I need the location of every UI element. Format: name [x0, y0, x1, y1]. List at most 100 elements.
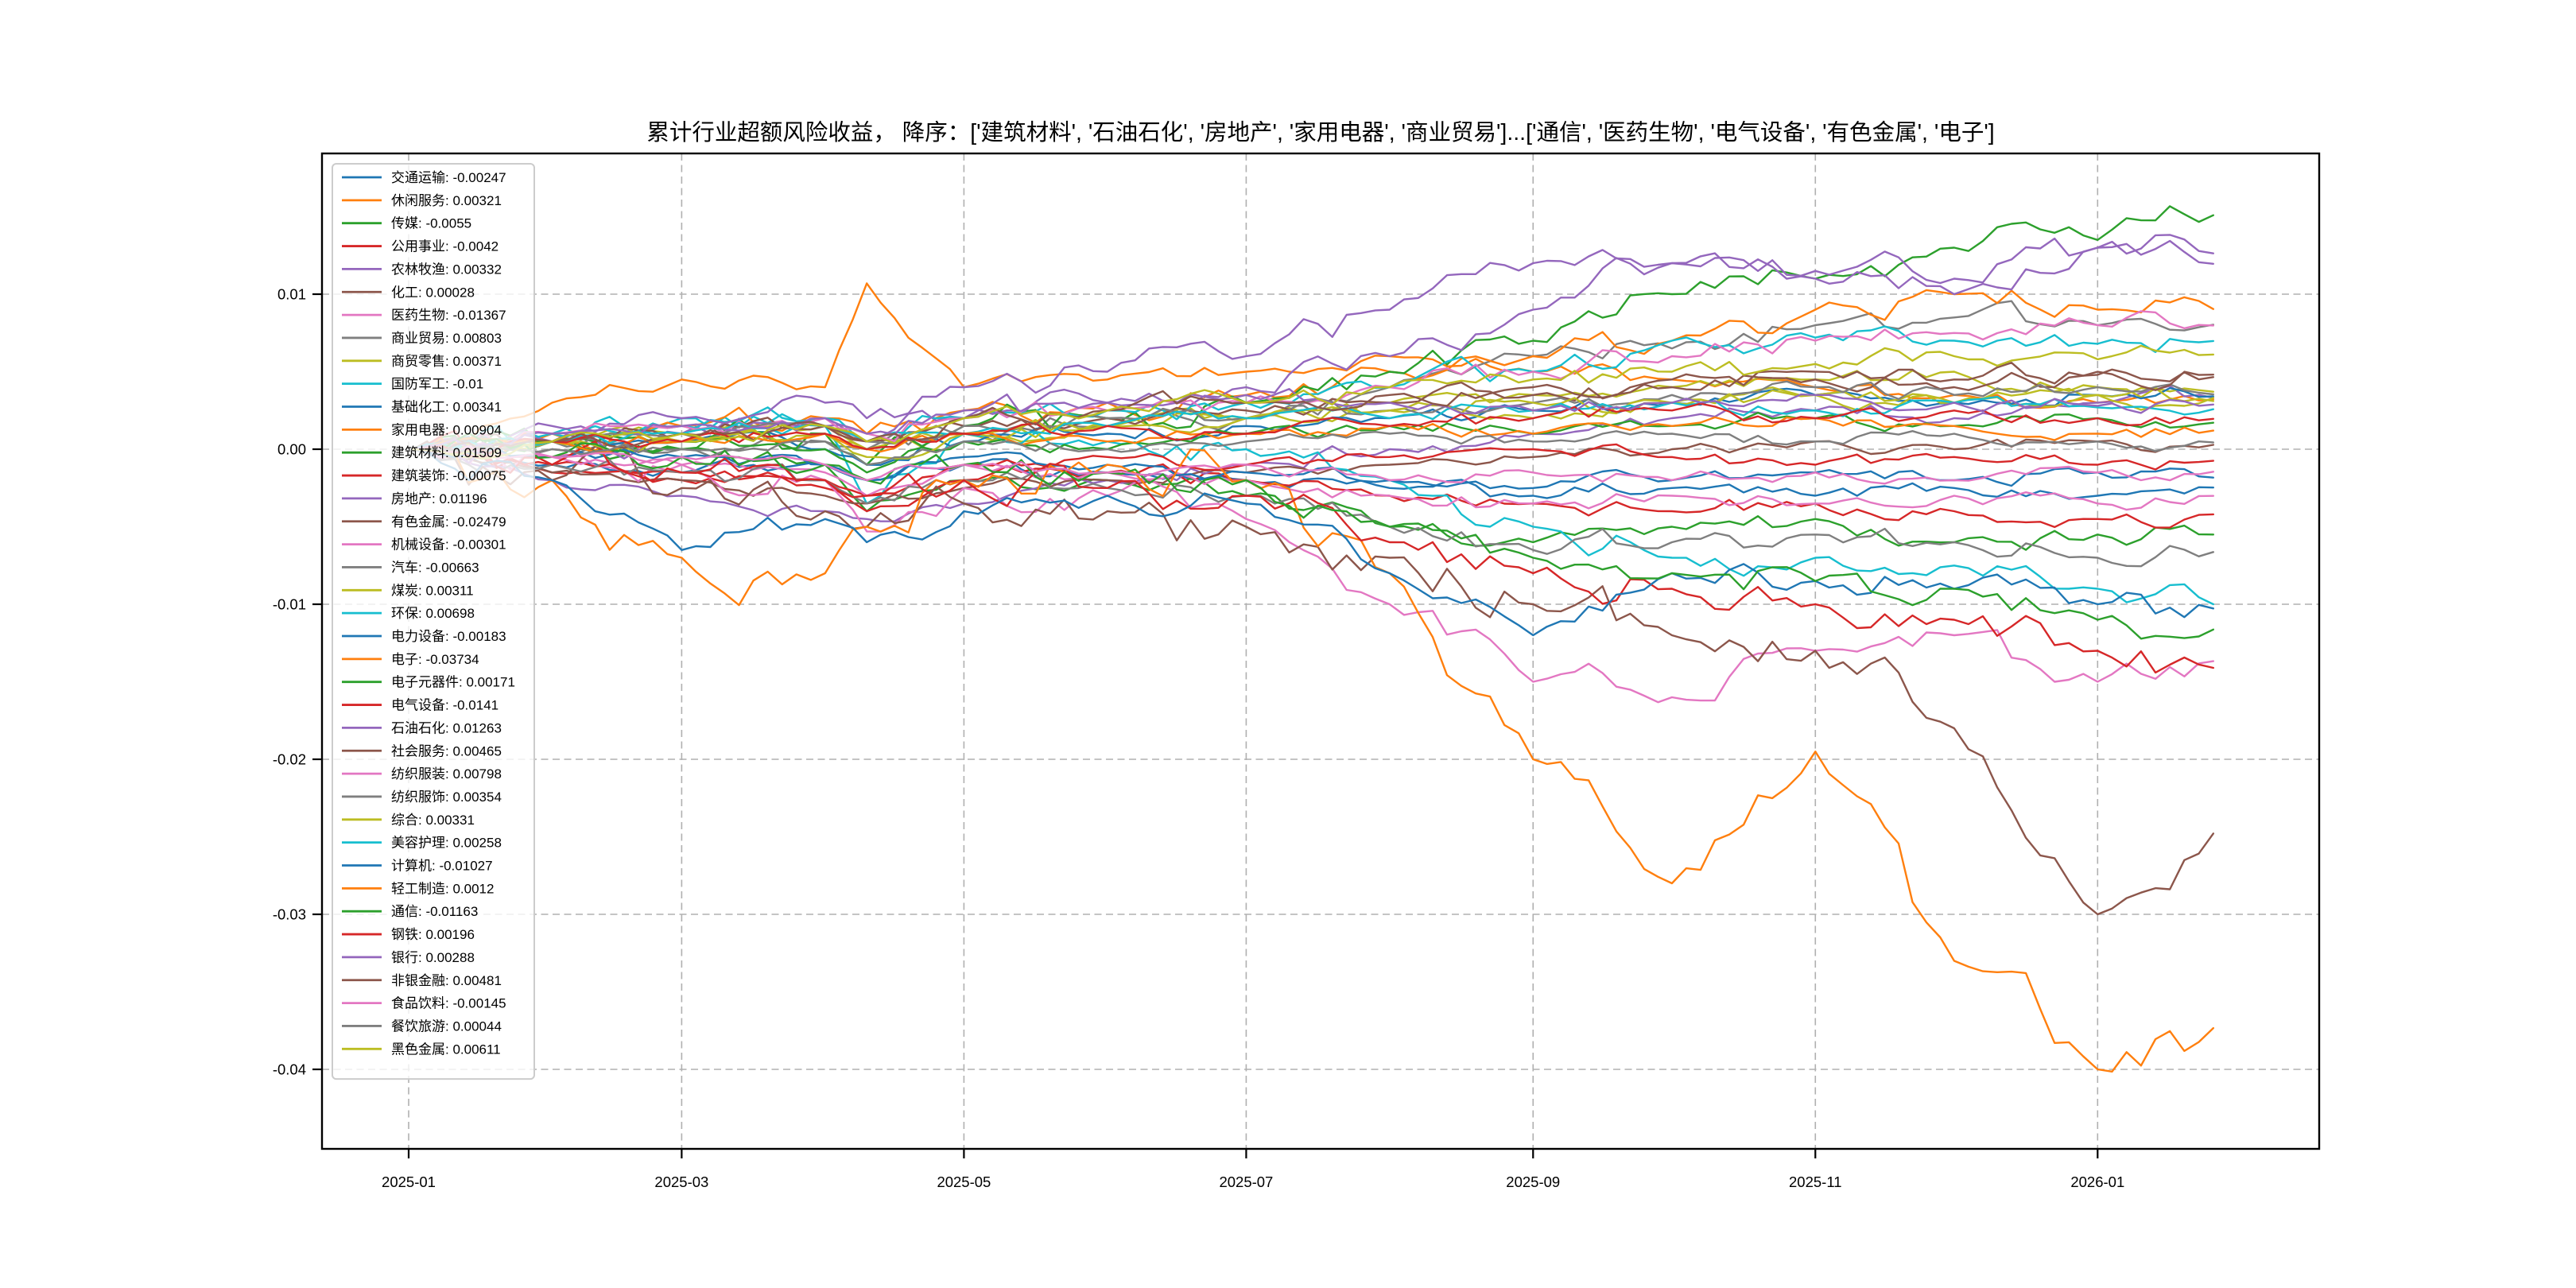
- legend-item: 纺织服饰: 0.00354: [342, 789, 502, 805]
- legend-item: 家用电器: 0.00904: [342, 422, 502, 437]
- series-line-33: [412, 402, 2215, 460]
- legend-item: 电力设备: -0.00183: [342, 629, 506, 644]
- y-tick-label: -0.04: [273, 1061, 306, 1078]
- legend-item-label: 传媒: -0.0055: [391, 216, 471, 231]
- legend-item: 通信: -0.01163: [342, 904, 478, 919]
- legend-item-label: 医药生物: -0.01367: [391, 308, 506, 323]
- legend-item: 基础化工: 0.00341: [342, 400, 502, 415]
- series-line-25: [412, 368, 2215, 451]
- legend-item-label: 国防军工: -0.01: [391, 377, 483, 392]
- axis-labels: 2025-01 2025-03 2025-05 2025-07 2025-09 2025-…: [273, 286, 2124, 1191]
- legend-item: 医药生物: -0.01367: [342, 308, 506, 323]
- legend-item-label: 商业贸易: 0.00803: [391, 331, 502, 346]
- y-tick-label: -0.01: [273, 596, 306, 613]
- legend-item: 国防军工: -0.01: [342, 377, 483, 392]
- legend-item: 石油石化: 0.01263: [342, 720, 502, 735]
- x-tick-label: 2025-07: [1219, 1174, 1273, 1190]
- legend-item-label: 建筑装饰: -0.00075: [391, 468, 506, 483]
- chart-title: 累计行业超额风险收益， 降序：['建筑材料', '石油石化', '房地产', '…: [646, 120, 1994, 145]
- series-line-24: [412, 234, 2215, 464]
- legend-item-label: 钢铁: 0.00196: [391, 927, 475, 942]
- series-line-28: [412, 389, 2215, 460]
- legend-item: 电气设备: -0.0141: [342, 698, 499, 713]
- series-line-2: [412, 440, 2215, 551]
- legend-item: 建筑装饰: -0.00075: [342, 468, 506, 483]
- series-lines: [412, 205, 2215, 1073]
- series-line-35: [412, 362, 2215, 455]
- legend-item-label: 基础化工: 0.00341: [391, 400, 502, 415]
- legend-item: 汽车: -0.00663: [342, 560, 479, 575]
- legend-item-label: 汽车: -0.00663: [391, 560, 479, 575]
- y-tick-label: 0.00: [277, 441, 306, 458]
- series-line-38: [412, 344, 2215, 460]
- series-line-15: [412, 440, 2215, 916]
- x-tick-label: 2025-03: [654, 1174, 708, 1190]
- legend-item-label: 电子: -0.03734: [391, 652, 479, 667]
- legend-item: 商贸零售: 0.00371: [342, 354, 502, 369]
- legend-box: [332, 163, 535, 1080]
- legend-item-label: 商贸零售: 0.00371: [391, 354, 502, 369]
- legend-item-label: 房地产: 0.01196: [391, 491, 487, 506]
- legend-item-label: 餐饮旅游: 0.00044: [391, 1018, 502, 1034]
- legend-item-label: 计算机: -0.01027: [391, 859, 493, 874]
- legend-item-label: 家用电器: 0.00904: [391, 422, 502, 437]
- gridlines: [322, 153, 2319, 1149]
- legend-item: 传媒: -0.0055: [342, 216, 471, 231]
- legend-item: 轻工制造: 0.0012: [342, 881, 494, 896]
- x-tick-label: 2026-01: [2070, 1174, 2124, 1190]
- legend-item: 电子: -0.03734: [342, 652, 479, 667]
- legend-item: 煤炭: 0.00311: [342, 583, 474, 598]
- legend-item-label: 社会服务: 0.00465: [391, 743, 502, 758]
- legend-item: 综合: 0.00331: [342, 813, 475, 828]
- series-line-16: [412, 442, 2215, 511]
- series-line-18: [412, 386, 2215, 460]
- legend-item: 房地产: 0.01196: [342, 491, 487, 506]
- plot-border: [320, 152, 2321, 1150]
- y-tick-label: -0.02: [273, 751, 306, 768]
- legend-item: 商业贸易: 0.00803: [342, 331, 502, 346]
- legend-item: 非银金融: 0.00481: [342, 973, 502, 988]
- legend-item-label: 电子元器件: 0.00171: [391, 675, 515, 690]
- legend-item: 社会服务: 0.00465: [342, 743, 502, 758]
- legend-item: 环保: 0.00698: [342, 606, 475, 621]
- legend-item: 电子元器件: 0.00171: [342, 675, 515, 690]
- y-tick-label: 0.01: [277, 286, 306, 303]
- legend-item: 休闲服务: 0.00321: [342, 193, 502, 208]
- series-line-34: [412, 388, 2215, 451]
- x-tick-label: 2025-01: [382, 1174, 436, 1190]
- legend-item-label: 农林牧渔: 0.00332: [391, 262, 502, 277]
- legend-item-label: 黑色金属: 0.00611: [391, 1042, 501, 1057]
- series-line-30: [412, 448, 2215, 637]
- legend-item-label: 非银金融: 0.00481: [391, 973, 502, 988]
- legend-item-label: 电气设备: -0.0141: [391, 698, 499, 713]
- legend-item: 黑色金属: 0.00611: [342, 1042, 501, 1057]
- legend-item: 有色金属: -0.02479: [342, 514, 506, 530]
- series-line-0: [412, 443, 2215, 500]
- x-tick-label: 2025-11: [1789, 1174, 1842, 1190]
- series-line-37: [412, 430, 2215, 466]
- legend-item-label: 通信: -0.01163: [391, 904, 478, 919]
- legend-item-label: 纺织服饰: 0.00354: [391, 789, 502, 805]
- legend-item-label: 美容护理: 0.00258: [391, 836, 502, 851]
- legend-item-label: 纺织服装: 0.00798: [391, 766, 502, 782]
- series-line-23: [412, 429, 2215, 674]
- axis-ticks: [312, 293, 2099, 1158]
- legend-item-label: 轻工制造: 0.0012: [391, 881, 494, 896]
- legend-item: 机械设备: -0.00301: [342, 537, 506, 553]
- legend-item-label: 机械设备: -0.00301: [391, 537, 506, 553]
- legend-item-label: 化工: 0.00028: [391, 285, 475, 300]
- legend-item: 餐饮旅游: 0.00044: [342, 1018, 502, 1034]
- legend-item: 公用事业: -0.0042: [342, 239, 499, 254]
- legend-item-label: 煤炭: 0.00311: [391, 583, 474, 598]
- series-line-12: [412, 205, 2215, 466]
- series-line-13: [412, 443, 2215, 497]
- legend-item: 化工: 0.00028: [342, 285, 475, 300]
- legend-item-label: 公用事业: -0.0042: [391, 239, 499, 254]
- legend-item: 银行: 0.00288: [342, 950, 475, 965]
- legend-item-label: 综合: 0.00331: [391, 813, 475, 828]
- legend-item-label: 食品饮料: -0.00145: [391, 996, 506, 1011]
- legend-item: 钢铁: 0.00196: [342, 927, 475, 942]
- legend-item: 交通运输: -0.00247: [342, 170, 506, 185]
